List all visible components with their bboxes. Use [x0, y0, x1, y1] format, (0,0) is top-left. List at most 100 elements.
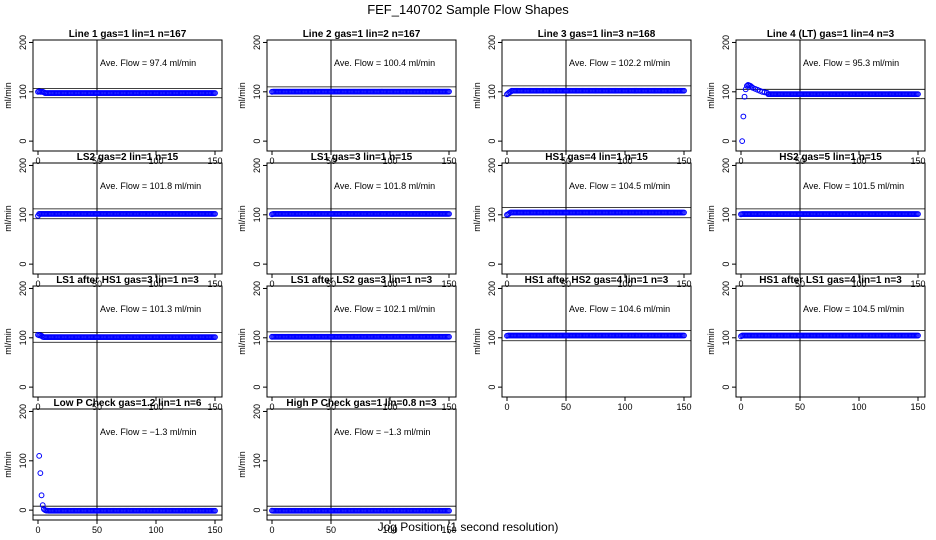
- x-tick-label: 150: [441, 156, 456, 166]
- y-axis-label: ml/min: [237, 82, 247, 109]
- ave-flow-annotation: Ave. Flow = 100.4 ml/min: [334, 58, 435, 68]
- y-tick-label: 0: [721, 262, 731, 267]
- x-tick-label: 100: [148, 279, 163, 289]
- data-point: [681, 87, 687, 94]
- y-axis-label: ml/min: [706, 328, 716, 355]
- ave-flow-annotation: Ave. Flow = −1.3 ml/min: [334, 427, 430, 437]
- y-tick-label: 0: [18, 139, 28, 144]
- x-tick-label: 0: [738, 402, 743, 412]
- x-tick-label: 50: [795, 279, 805, 289]
- y-tick-label: 0: [252, 262, 262, 267]
- plot-frame: [32, 408, 223, 521]
- panel-title: Line 4 (LT) gas=1 lin=4 n=3: [767, 29, 895, 40]
- x-tick-label: 0: [504, 156, 509, 166]
- panel-8: HS2 gas=5 lin=1 n=15 0 50 100 150 0 100 200 ml/m…: [706, 152, 926, 289]
- y-tick-label: 200: [487, 281, 497, 296]
- y-tick-label: 200: [18, 158, 28, 173]
- y-tick-label: 200: [721, 158, 731, 173]
- x-tick-label: 0: [269, 525, 274, 535]
- x-tick-label: 0: [35, 525, 40, 535]
- y-axis-label: ml/min: [237, 205, 247, 232]
- x-tick-label: 100: [851, 402, 866, 412]
- panel-2: Line 2 gas=1 lin=2 n=167 0 50 100 150 0 100 200…: [237, 29, 457, 166]
- data-point: [739, 138, 746, 145]
- x-tick-label: 0: [35, 402, 40, 412]
- panel-13: Low P Check gas=1.2 lin=1 n=6 0 50 100 150 0 1…: [3, 398, 223, 535]
- x-tick-label: 100: [382, 156, 397, 166]
- panel-title: HS2 gas=5 lin=1 n=15: [779, 152, 882, 163]
- panel-6: LS1 gas=3 lin=1 n=15 0 50 100 150 0 100 200 ml/m…: [237, 152, 457, 289]
- ave-flow-annotation: Ave. Flow = 101.8 ml/min: [334, 181, 435, 191]
- y-tick-label: 0: [252, 385, 262, 390]
- x-tick-label: 0: [738, 156, 743, 166]
- data-point: [915, 211, 921, 217]
- y-axis-label: ml/min: [237, 451, 247, 478]
- y-axis-label: ml/min: [3, 328, 13, 355]
- x-tick-label: 100: [382, 279, 397, 289]
- y-axis-label: ml/min: [706, 205, 716, 232]
- x-tick-label: 150: [207, 156, 222, 166]
- y-axis-label: ml/min: [3, 451, 13, 478]
- y-tick-label: 0: [721, 385, 731, 390]
- data-point: [915, 91, 921, 98]
- data-point: [681, 209, 687, 216]
- y-tick-label: 0: [252, 508, 262, 513]
- x-tick-label: 150: [207, 279, 222, 289]
- y-axis-label: ml/min: [472, 205, 482, 232]
- y-tick-label: 100: [487, 207, 497, 222]
- y-tick-label: 200: [18, 281, 28, 296]
- ave-flow-annotation: Ave. Flow = 104.6 ml/min: [569, 304, 670, 314]
- y-tick-label: 200: [252, 281, 262, 296]
- panels: Line 1 gas=1 lin=1 n=167 0 50 100 150 0 100 200…: [3, 29, 926, 535]
- y-axis-label: ml/min: [3, 82, 13, 109]
- y-tick-label: 0: [721, 139, 731, 144]
- x-tick-label: 50: [92, 279, 102, 289]
- y-tick-label: 0: [252, 139, 262, 144]
- x-tick-label: 50: [92, 402, 102, 412]
- x-tick-label: 0: [504, 279, 509, 289]
- y-axis-label: ml/min: [237, 328, 247, 355]
- data-point: [37, 470, 44, 477]
- x-tick-label: 50: [561, 402, 571, 412]
- y-tick-label: 100: [18, 84, 28, 99]
- y-tick-label: 0: [18, 385, 28, 390]
- figure-xlabel: Jog Position (1 second resolution): [378, 520, 559, 534]
- panel-title: LS1 gas=3 lin=1 n=15: [311, 152, 413, 163]
- plot-frame: [735, 285, 926, 398]
- y-tick-label: 100: [18, 207, 28, 222]
- ave-flow-annotation: Ave. Flow = 97.4 ml/min: [100, 58, 196, 68]
- panel-4: Line 4 (LT) gas=1 lin=4 n=3 0 50 100 150 0 100…: [706, 29, 926, 166]
- panel-title: HS1 after LS1 gas=4 lin=1 n=3: [759, 275, 902, 286]
- plot-frame: [735, 39, 926, 152]
- x-tick-label: 100: [148, 525, 163, 535]
- plot-frame: [735, 162, 926, 275]
- x-tick-label: 150: [441, 402, 456, 412]
- x-tick-label: 0: [269, 156, 274, 166]
- plot-frame: [32, 39, 223, 152]
- y-tick-label: 200: [18, 35, 28, 50]
- data-point: [740, 113, 747, 120]
- data-point: [446, 507, 452, 514]
- y-tick-label: 100: [721, 330, 731, 345]
- y-tick-label: 100: [252, 330, 262, 345]
- panel-title: Line 3 gas=1 lin=3 n=168: [538, 29, 656, 40]
- x-tick-label: 150: [441, 279, 456, 289]
- figure-title: FEF_140702 Sample Flow Shapes: [367, 2, 569, 17]
- x-tick-label: 0: [738, 279, 743, 289]
- y-tick-label: 100: [487, 84, 497, 99]
- panel-title: High P Check gas=1 lin=0.8 n=3: [286, 398, 437, 409]
- data-point: [212, 334, 218, 341]
- ave-flow-annotation: Ave. Flow = 101.5 ml/min: [803, 181, 904, 191]
- y-tick-label: 200: [252, 404, 262, 419]
- y-tick-label: 0: [18, 262, 28, 267]
- y-axis-label: ml/min: [3, 205, 13, 232]
- x-tick-label: 150: [441, 525, 456, 535]
- ave-flow-annotation: Ave. Flow = 104.5 ml/min: [569, 181, 670, 191]
- panel-5: LS2 gas=2 lin=1 n=15 0 50 100 150 0 100 200 ml/m…: [3, 152, 223, 289]
- ave-flow-annotation: Ave. Flow = 95.3 ml/min: [803, 58, 899, 68]
- x-tick-label: 100: [851, 279, 866, 289]
- data-point: [446, 211, 452, 217]
- data-point: [915, 332, 921, 339]
- ave-flow-annotation: Ave. Flow = 102.1 ml/min: [334, 304, 435, 314]
- y-tick-label: 0: [487, 262, 497, 267]
